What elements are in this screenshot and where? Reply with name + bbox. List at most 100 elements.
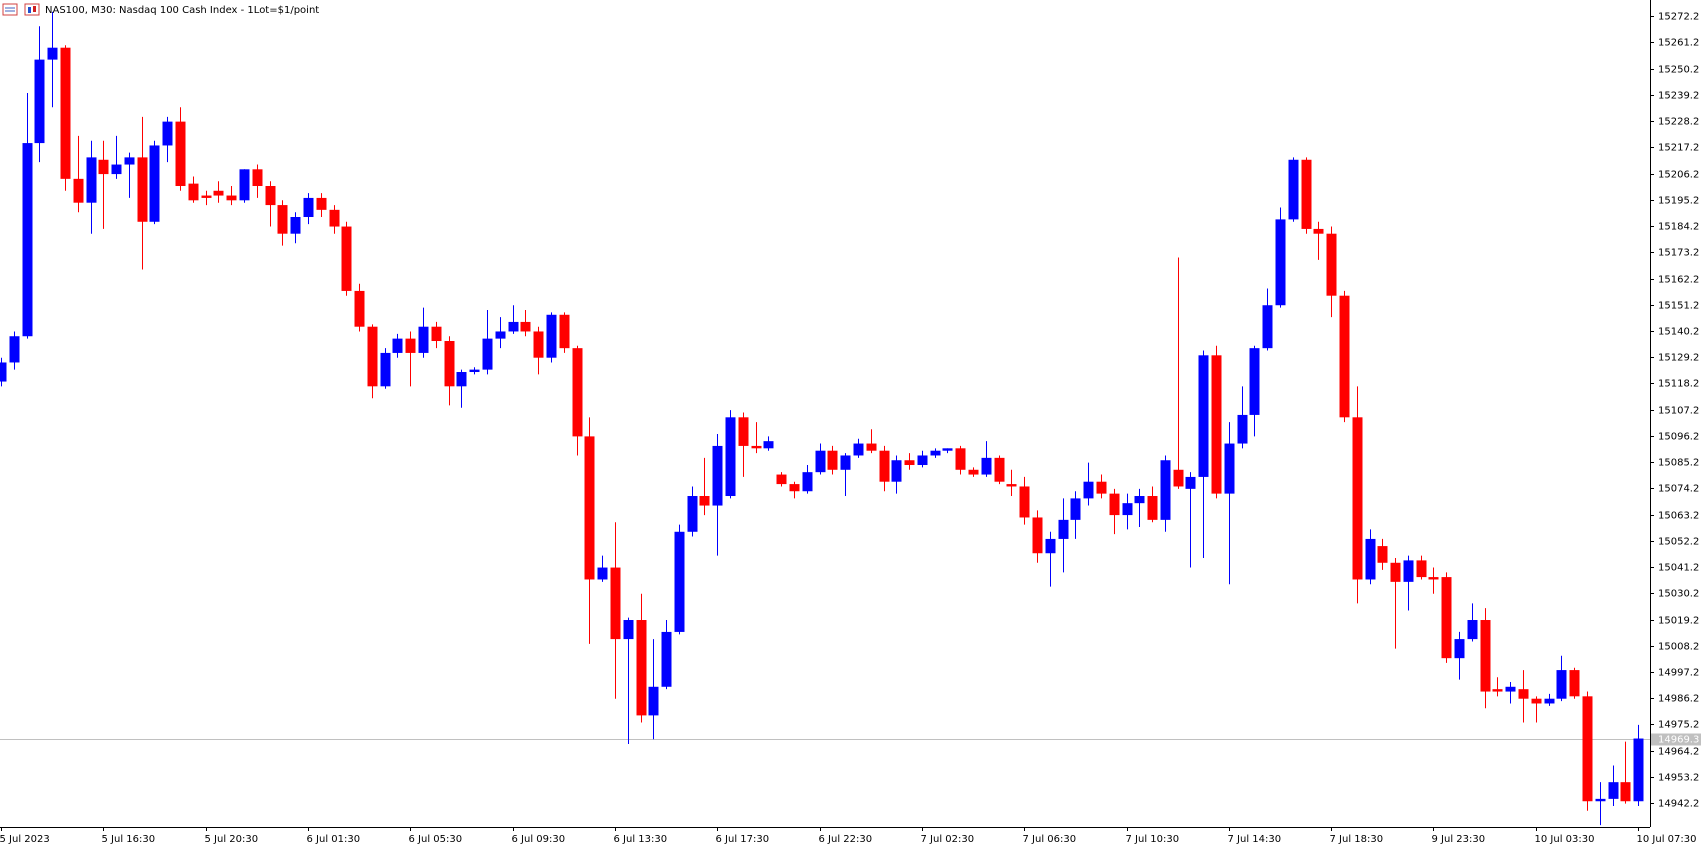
x-tick-label: 7 Jul 18:30 [1330, 834, 1384, 845]
candle-body [508, 321, 519, 332]
candle-body [636, 620, 647, 716]
candle-body [431, 326, 442, 342]
candle-body [456, 372, 467, 387]
candle-body [111, 164, 122, 175]
candle-body [661, 631, 672, 687]
y-tick-label: 15118.2 [1658, 379, 1699, 390]
candle-body [1058, 519, 1069, 539]
candle-body [955, 448, 966, 470]
candle-body [1109, 493, 1120, 516]
candle-body [162, 121, 173, 146]
y-tick-label: 15085.2 [1658, 458, 1699, 469]
y-tick-label: 15140.2 [1658, 327, 1699, 338]
candle-body [559, 314, 570, 349]
candle-body [1083, 481, 1094, 499]
candle-body [789, 484, 800, 492]
candle-body [1544, 698, 1555, 704]
candle-body [98, 159, 109, 175]
candle-body [904, 460, 915, 466]
candle-body [738, 417, 749, 446]
candle-body [584, 436, 595, 580]
y-tick-label: 15096.2 [1658, 432, 1699, 443]
candle-body [1173, 469, 1184, 487]
candle-body [73, 178, 84, 203]
y-tick-label: 15162.2 [1658, 275, 1699, 286]
y-tick-label: 15228.2 [1658, 117, 1699, 128]
chart-title: NAS100, M30: Nasdaq 100 Cash Index - 1Lo… [45, 5, 319, 16]
x-tick-label: 7 Jul 06:30 [1023, 834, 1077, 845]
y-tick-label: 15129.2 [1658, 353, 1699, 364]
candle-body [1147, 496, 1158, 520]
x-tick-label: 10 Jul 03:30 [1535, 834, 1595, 845]
candle-body [1185, 476, 1196, 489]
y-tick-label: 15019.2 [1658, 616, 1699, 627]
x-tick-label: 10 Jul 07:30 [1637, 834, 1697, 845]
candle-body [1313, 228, 1324, 234]
y-tick-label: 14942.2 [1658, 799, 1699, 810]
x-tick-label: 6 Jul 22:30 [819, 834, 873, 845]
candle-body [265, 186, 276, 206]
candle-body [149, 145, 160, 222]
y-tick-label: 15074.2 [1658, 484, 1699, 495]
candle-body [290, 217, 301, 234]
candle-body [213, 190, 224, 196]
candle-body [1096, 481, 1107, 494]
candle-body [520, 321, 531, 332]
candle-body [1198, 355, 1209, 477]
icon [33, 6, 36, 12]
y-tick-label: 15041.2 [1658, 563, 1699, 574]
candle-body [699, 496, 710, 506]
candle-body [1492, 689, 1503, 692]
x-tick-label: 6 Jul 17:30 [716, 834, 770, 845]
x-tick-label: 5 Jul 2023 [0, 834, 50, 845]
candle-body [725, 417, 736, 497]
candle-body [239, 169, 250, 201]
candle-body [597, 567, 608, 580]
x-tick-label: 5 Jul 16:30 [102, 834, 156, 845]
candle-body [1582, 696, 1593, 802]
candle-body [866, 443, 877, 451]
candle-body [1518, 689, 1529, 699]
candle-body [1416, 560, 1427, 578]
y-tick-label: 15195.2 [1658, 196, 1699, 207]
candle-body [1224, 443, 1235, 494]
candle-body [1531, 698, 1542, 704]
x-tick-label: 6 Jul 01:30 [307, 834, 361, 845]
x-tick-label: 7 Jul 10:30 [1126, 834, 1180, 845]
y-tick-label: 15030.2 [1658, 589, 1699, 600]
candle-body [1633, 738, 1644, 802]
y-tick-label: 15173.2 [1658, 248, 1699, 259]
candle-body [1045, 538, 1056, 554]
candle-body [1365, 538, 1376, 580]
current-price-box [1651, 733, 1701, 746]
y-tick-label: 15261.2 [1658, 38, 1699, 49]
candle-body [137, 157, 148, 222]
candle-body [1505, 686, 1516, 692]
x-tick-label: 6 Jul 09:30 [512, 834, 566, 845]
x-tick-label: 7 Jul 14:30 [1228, 834, 1282, 845]
candle-body [1620, 782, 1631, 802]
candle-body [879, 450, 890, 482]
candle-body [1275, 219, 1286, 306]
candle-body [418, 326, 429, 353]
candle-body [201, 195, 212, 198]
y-tick-label: 14975.2 [1658, 720, 1699, 731]
candle-body [840, 455, 851, 470]
candle-body [776, 474, 787, 485]
candle-body [981, 457, 992, 475]
x-tick-label: 6 Jul 13:30 [614, 834, 668, 845]
candle-body [34, 59, 45, 144]
candle-body [648, 686, 659, 716]
candle-body [968, 469, 979, 475]
icon [24, 3, 40, 16]
candle-body [1301, 159, 1312, 229]
candle-body [482, 338, 493, 370]
candle-body [124, 157, 135, 165]
candle-body [610, 567, 621, 640]
current-price-label: 14969.3 [1658, 735, 1699, 746]
candle-body [1480, 620, 1491, 692]
candle-body [1352, 417, 1363, 580]
icon [2, 3, 18, 16]
candle-body [341, 226, 352, 291]
